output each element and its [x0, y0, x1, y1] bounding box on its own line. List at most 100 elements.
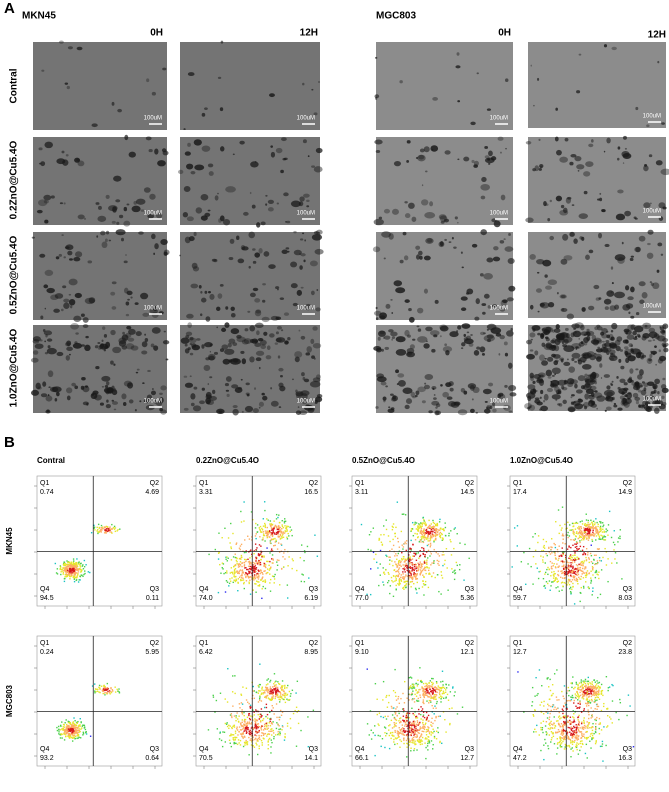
event-dot	[282, 726, 284, 728]
event-dot	[271, 532, 274, 535]
cell	[603, 150, 606, 153]
event-dot	[398, 567, 401, 569]
cell	[499, 393, 506, 400]
event-dot	[59, 724, 62, 727]
event-dot	[398, 560, 400, 562]
event-dot	[584, 574, 587, 577]
cell	[628, 376, 633, 381]
cell	[492, 408, 497, 413]
event-dot	[392, 595, 395, 598]
cell	[432, 97, 438, 101]
event-dot	[287, 532, 289, 535]
event-dot	[82, 568, 85, 570]
quadrant-name: Q4	[199, 586, 208, 593]
cell	[96, 235, 99, 238]
cell	[184, 382, 194, 388]
event-dot	[429, 540, 431, 542]
cell	[479, 331, 486, 336]
event-dot	[459, 542, 461, 544]
cell	[32, 350, 39, 355]
event-dot	[236, 557, 238, 560]
cell	[195, 207, 203, 214]
cell	[574, 155, 582, 162]
event-dot	[264, 579, 266, 581]
cell	[555, 324, 560, 330]
cell	[526, 339, 533, 345]
event-dot	[68, 566, 70, 568]
cell	[42, 381, 47, 387]
cell	[460, 296, 468, 301]
cell	[504, 352, 509, 357]
event-dot	[267, 519, 269, 521]
event-dot	[453, 528, 455, 530]
cell	[629, 379, 634, 383]
event-dot	[439, 534, 442, 537]
event-dot	[233, 575, 235, 578]
event-dot	[265, 572, 267, 575]
event-dot	[246, 724, 248, 727]
event-dot	[78, 731, 81, 733]
cell	[63, 298, 70, 303]
event-dot	[598, 535, 601, 537]
event-dot	[558, 565, 560, 567]
event-dot	[271, 533, 273, 536]
event-dot	[582, 535, 584, 538]
event-dot	[373, 558, 375, 560]
event-dot	[555, 521, 557, 523]
event-dot	[77, 571, 80, 573]
event-dot	[569, 524, 571, 526]
cell	[125, 313, 130, 317]
event-dot	[553, 573, 556, 575]
event-dot	[277, 525, 280, 527]
cell	[249, 191, 252, 195]
event-dot	[248, 582, 250, 585]
cell	[570, 332, 575, 338]
event-dot	[405, 580, 407, 583]
event-dot	[421, 523, 423, 526]
event-dot	[83, 573, 85, 576]
event-dot	[73, 580, 76, 583]
event-dot	[576, 580, 579, 583]
event-dot	[409, 563, 411, 565]
event-dot	[550, 546, 552, 548]
event-dot	[222, 731, 224, 733]
event-dot	[392, 526, 394, 529]
event-dot	[283, 520, 286, 523]
event-dot	[105, 531, 107, 533]
cell	[374, 94, 380, 99]
cell	[243, 211, 249, 216]
event-dot	[572, 586, 574, 588]
event-dot	[262, 580, 264, 583]
event-dot	[281, 729, 283, 731]
event-dot	[303, 559, 305, 562]
cell	[159, 408, 164, 412]
event-dot	[426, 544, 429, 547]
cell	[536, 401, 543, 406]
event-dot	[585, 573, 588, 575]
event-dot	[260, 558, 262, 561]
cell	[154, 148, 159, 155]
event-dot	[590, 533, 592, 535]
event-dot	[432, 535, 435, 537]
event-dot	[265, 566, 267, 569]
event-dot	[416, 533, 418, 535]
event-dot	[572, 559, 575, 561]
cell	[402, 231, 407, 236]
event-dot	[232, 738, 235, 741]
event-dot	[453, 547, 455, 550]
event-dot	[398, 577, 401, 580]
event-dot	[67, 721, 70, 724]
cell	[398, 380, 406, 387]
cell	[262, 395, 268, 401]
event-dot	[591, 567, 594, 570]
cell	[654, 378, 660, 385]
column-title: 0.5ZnO@Cu5.4O	[352, 456, 415, 465]
event-dot	[588, 537, 590, 539]
event-dot	[73, 736, 75, 739]
event-dot	[281, 711, 284, 714]
event-dot	[241, 562, 244, 564]
event-dot	[549, 553, 552, 555]
cell	[480, 183, 490, 191]
event-dot	[596, 548, 599, 550]
event-dot	[556, 548, 559, 551]
